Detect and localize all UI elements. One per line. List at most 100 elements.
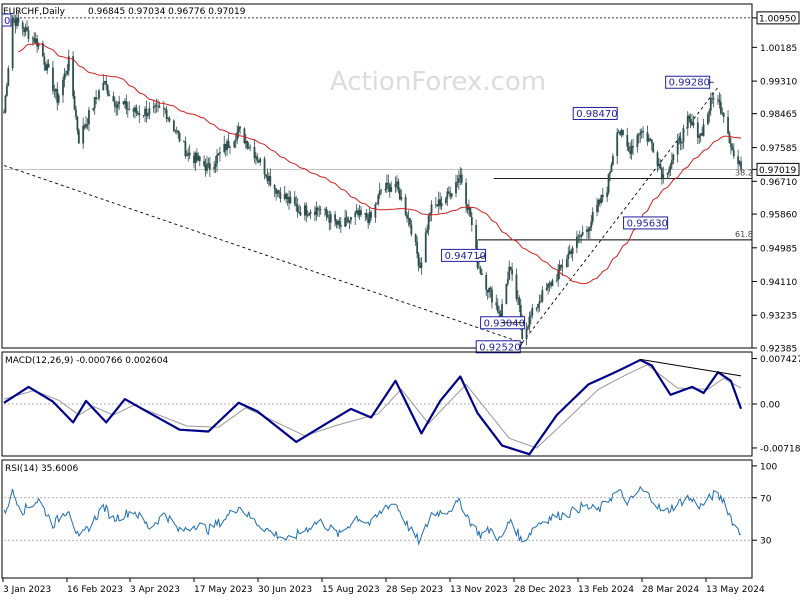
candle xyxy=(142,115,145,118)
candle xyxy=(719,94,722,115)
candle xyxy=(410,219,413,237)
time-axis-label: 13 Nov 2023 xyxy=(450,585,508,595)
candle xyxy=(599,197,601,207)
price-label: 0.98470 xyxy=(572,106,618,120)
candle xyxy=(172,119,175,133)
candle xyxy=(416,236,419,259)
candle xyxy=(148,102,151,120)
candle xyxy=(219,146,221,162)
candle xyxy=(103,80,106,85)
candle xyxy=(106,84,109,97)
candle xyxy=(669,162,672,176)
price-label-group: 0.99280 0.98470 0.95630 0.94710 0.93040 0.925… xyxy=(441,75,714,354)
candle xyxy=(164,107,167,114)
candle xyxy=(385,174,388,193)
candle xyxy=(409,217,411,228)
candle xyxy=(195,148,198,163)
candle xyxy=(610,162,613,173)
price-axis-label: 0.94110 xyxy=(760,278,797,288)
candle xyxy=(480,269,483,276)
candle xyxy=(255,152,257,165)
candle xyxy=(434,196,437,209)
candle xyxy=(390,181,393,193)
candle xyxy=(404,193,407,217)
candle xyxy=(82,117,85,149)
price-label: 0.99280 xyxy=(665,75,714,89)
candle xyxy=(565,255,568,268)
candle xyxy=(587,226,590,239)
candle xyxy=(259,157,262,166)
macd-main-line xyxy=(3,358,743,456)
candle xyxy=(145,100,148,123)
candle xyxy=(187,147,190,162)
candle xyxy=(23,26,26,38)
price-label-text: 0.93040 xyxy=(484,318,525,329)
candle xyxy=(147,112,149,120)
candle xyxy=(279,187,282,203)
rsi-axis-label: 100 xyxy=(760,462,777,472)
candle xyxy=(286,193,289,206)
macd-title: MACD(12,26,9) -0.000766 0.002604 xyxy=(5,356,168,366)
macd-divergence-line xyxy=(640,358,742,377)
candle xyxy=(708,108,711,123)
falling-trendline xyxy=(3,165,523,344)
current-price-box: 0.97019 xyxy=(756,162,800,176)
price-label: 0.92520 xyxy=(475,340,523,354)
candle xyxy=(682,124,685,149)
price-axis-label: 1.00185 xyxy=(760,44,797,54)
price-axis-label: 0.97585 xyxy=(760,144,797,154)
fibonacci-label: 38.2 xyxy=(735,168,753,177)
candle xyxy=(384,182,387,193)
candle xyxy=(360,205,362,218)
candle xyxy=(659,159,662,170)
time-axis-label: 17 May 2023 xyxy=(194,585,253,595)
candle xyxy=(485,272,488,296)
candle xyxy=(175,126,178,135)
candle xyxy=(622,129,624,137)
candle xyxy=(244,133,247,149)
candle xyxy=(17,11,20,27)
candle xyxy=(246,140,249,151)
candle xyxy=(136,110,139,116)
candle xyxy=(357,207,360,218)
candle xyxy=(126,102,129,118)
candle xyxy=(203,155,205,168)
candle xyxy=(699,133,702,143)
candle xyxy=(509,266,512,271)
watermark-text: ActionForex.com xyxy=(330,67,546,97)
candle xyxy=(555,274,558,283)
candle xyxy=(445,196,447,205)
candle xyxy=(183,140,185,143)
candle xyxy=(568,244,571,256)
candle xyxy=(397,178,400,194)
candle xyxy=(364,212,367,222)
candle xyxy=(269,168,272,187)
candle xyxy=(538,294,541,312)
candle xyxy=(616,128,619,165)
candle xyxy=(627,142,630,153)
candle xyxy=(253,139,256,163)
candle xyxy=(446,187,449,207)
candle xyxy=(339,216,342,233)
candle xyxy=(344,209,347,228)
rsi-pane: RSI(14) 35.6006 xyxy=(1,459,753,579)
candle xyxy=(288,190,290,210)
candle xyxy=(450,193,453,199)
candle xyxy=(338,217,341,229)
candle xyxy=(21,20,24,36)
candle xyxy=(511,262,514,281)
candle xyxy=(646,125,649,146)
candle xyxy=(350,216,352,225)
candle xyxy=(437,191,440,214)
price-axis-label: 0.94985 xyxy=(760,244,797,254)
price-label-text: 0.92520 xyxy=(479,342,520,353)
candle xyxy=(93,97,96,115)
candle xyxy=(378,182,381,199)
candle xyxy=(718,92,721,109)
candle xyxy=(658,158,660,170)
time-axis-label: 30 Jun 2023 xyxy=(258,585,312,595)
candle xyxy=(86,117,89,130)
boxed-price-label: 1.00950 xyxy=(756,11,800,25)
candle xyxy=(632,138,634,156)
left-edge-label: 0 xyxy=(1,13,12,27)
